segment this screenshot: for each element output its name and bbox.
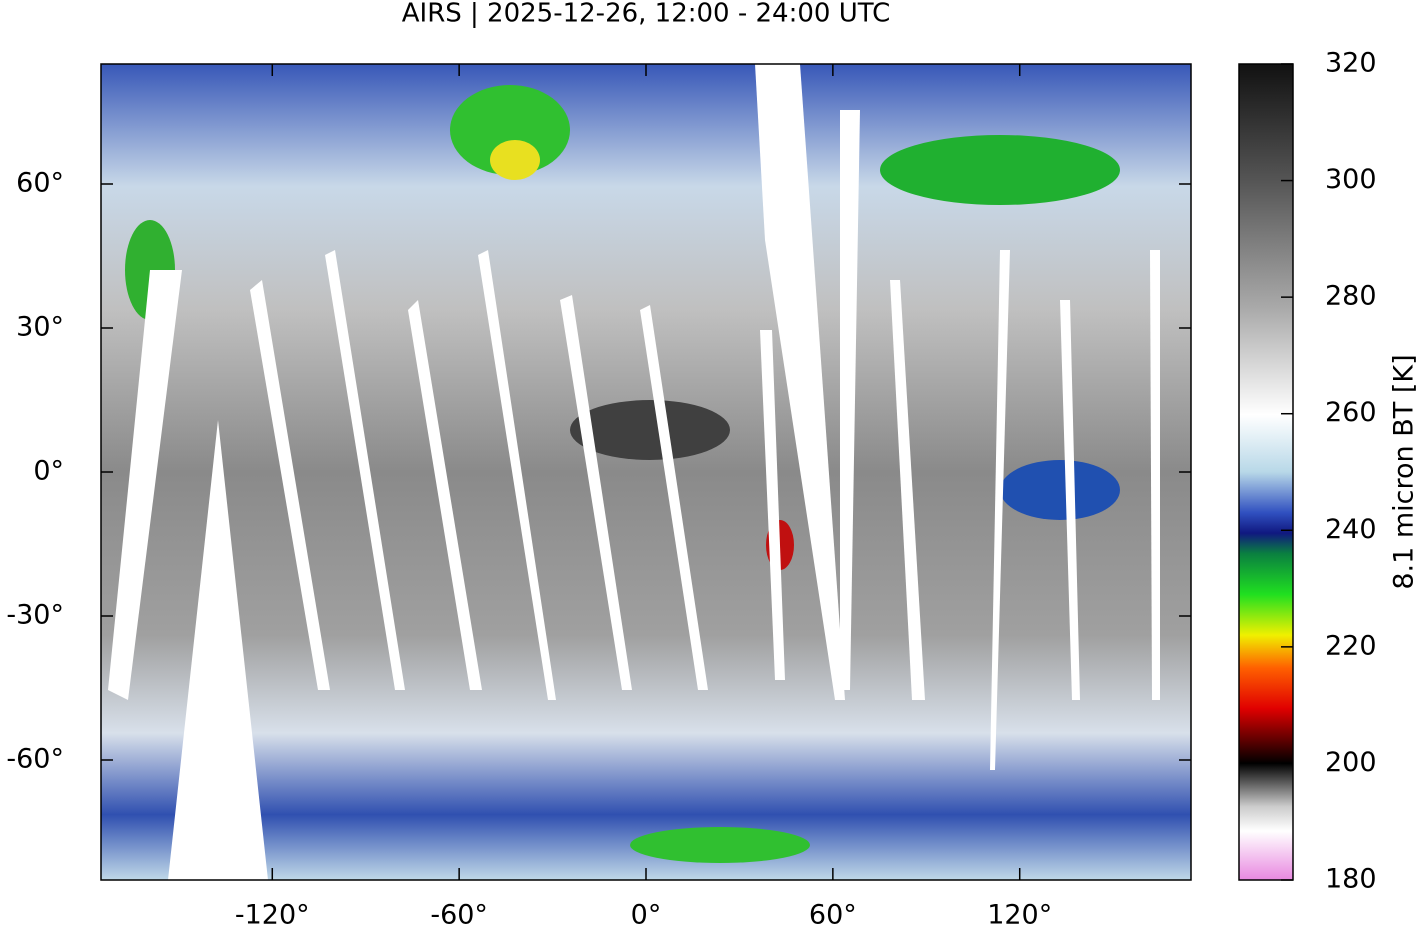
colorbar-tick-label: 240 — [1325, 514, 1377, 545]
colorbar-tick-label: 280 — [1325, 281, 1377, 312]
colorbar-tick-label: 320 — [1325, 48, 1377, 79]
map-image — [101, 64, 1191, 880]
colorbar-label: 8.1 micron BT [K] — [1389, 354, 1420, 589]
y-tick-label: -30° — [6, 600, 64, 631]
colorbar — [1238, 63, 1294, 881]
x-tick-label: 0° — [631, 900, 662, 930]
x-tick-label: -60° — [430, 900, 488, 930]
y-tick-label: 0° — [33, 456, 64, 487]
colorbar-tick-label: 180 — [1325, 864, 1377, 895]
colorbar-tick-label: 300 — [1325, 164, 1377, 195]
x-tick-label: 120° — [987, 900, 1052, 930]
map-title: AIRS | 2025-12-26, 12:00 - 24:00 UTC — [402, 0, 891, 29]
colorbar-tick-label: 200 — [1325, 747, 1377, 778]
y-tick-label: -60° — [6, 744, 64, 775]
x-tick-label: 60° — [809, 900, 857, 930]
colorbar-tick-label: 260 — [1325, 397, 1377, 428]
x-tick-label: -120° — [235, 900, 310, 930]
y-tick-label: 60° — [16, 168, 64, 199]
y-tick-label: 30° — [16, 312, 64, 343]
colorbar-tick-label: 220 — [1325, 630, 1377, 661]
